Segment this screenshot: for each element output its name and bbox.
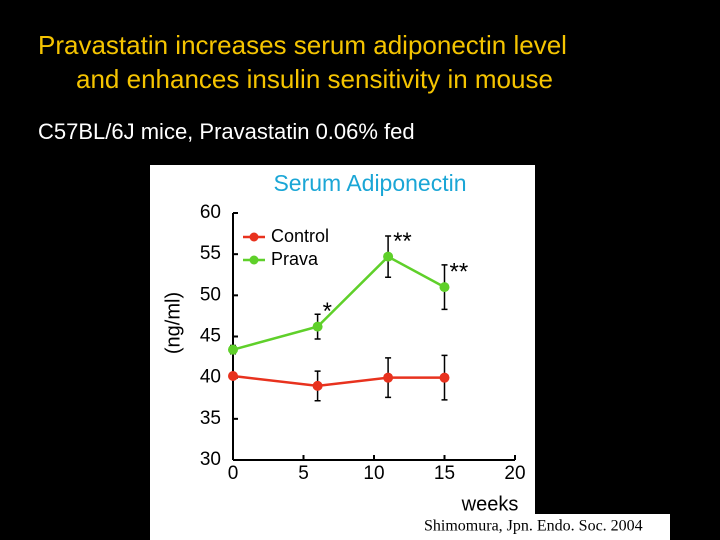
chart: Serum Adiponectin (ng/ml) weeks 30 35 40 45… [162, 170, 525, 515]
y-tick-label: 50 [200, 284, 221, 305]
subtitle: C57BL/6J mice, Pravastatin 0.06% fed [38, 119, 415, 144]
y-tick-label: 45 [200, 326, 221, 347]
data-point [383, 251, 394, 262]
legend-marker [249, 232, 259, 242]
legend-marker [249, 255, 259, 265]
y-tick-label: 35 [200, 408, 221, 429]
significance-label: * [323, 298, 332, 325]
series-line [232, 255, 446, 351]
data-point [228, 371, 238, 382]
y-tick-label: 30 [200, 449, 221, 470]
x-tick-label: 0 [228, 463, 239, 484]
citation: Shimomura, Jpn. Endo. Soc. 2004 [424, 518, 643, 535]
x-tick-label: 15 [434, 463, 455, 484]
data-point [312, 380, 323, 391]
x-axis-label: weeks [461, 493, 519, 515]
significance-label: ** [393, 228, 412, 255]
y-tick-label: 60 [200, 202, 221, 223]
chart-title: Serum Adiponectin [273, 170, 466, 196]
data-point [439, 372, 450, 383]
data-point [228, 344, 238, 355]
chart-panel [150, 165, 535, 540]
citation-panel [418, 514, 670, 540]
data-point [439, 282, 450, 293]
x-tick-label: 5 [298, 463, 309, 484]
title-line: Pravastatin increases serum adiponectin … [38, 30, 567, 60]
y-tick-label: 40 [200, 367, 221, 388]
data-point [383, 372, 394, 383]
y-tick-label: 55 [200, 243, 221, 264]
significance-label: ** [450, 258, 469, 285]
x-tick-label: 10 [363, 463, 384, 484]
y-axis-label: (ng/ml) [162, 292, 184, 354]
x-tick-label: 20 [504, 463, 525, 484]
legend-label: Prava [271, 249, 319, 269]
title-line: and enhances insulin sensitivity in mous… [76, 64, 553, 94]
data-point [312, 321, 323, 332]
series-line [232, 374, 445, 388]
legend-label: Control [271, 226, 329, 246]
